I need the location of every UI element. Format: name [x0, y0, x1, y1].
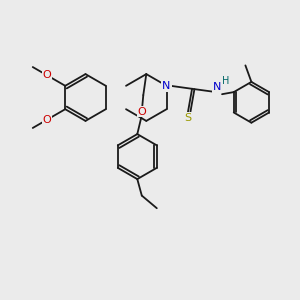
Text: H: H — [222, 76, 230, 86]
Text: O: O — [43, 70, 51, 80]
Text: S: S — [184, 113, 191, 123]
Text: N: N — [213, 82, 222, 92]
Text: O: O — [137, 106, 146, 117]
Text: O: O — [43, 115, 51, 125]
Text: N: N — [162, 81, 171, 91]
